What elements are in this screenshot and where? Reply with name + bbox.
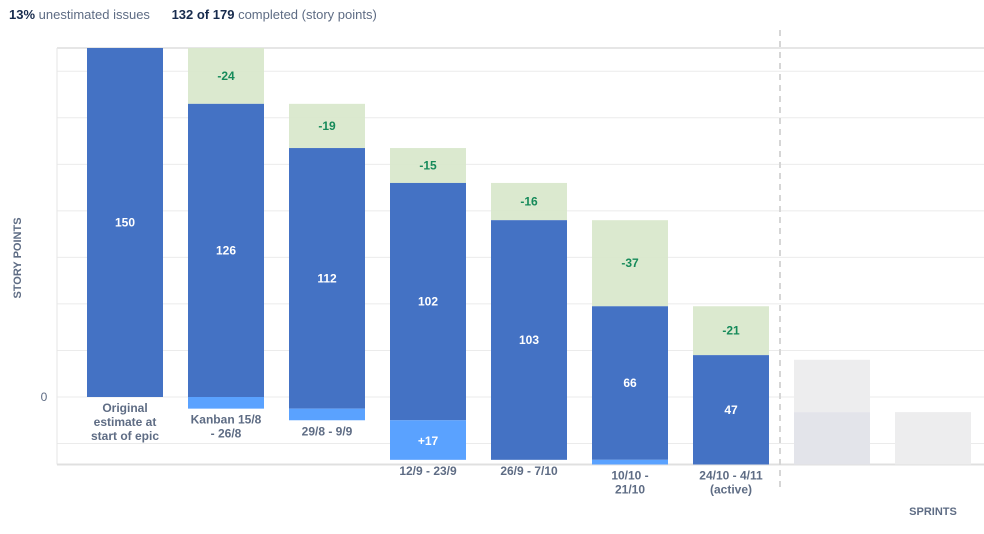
remaining-label: 47 [724,403,738,417]
added-scope-bar [592,459,668,465]
sprint-label: (active) [710,482,752,496]
completed-label: -19 [318,119,336,133]
completed-stat: 132 of 179 completed (story points) [171,7,377,22]
remaining-label: 112 [317,271,337,285]
remaining-label: 150 [115,216,135,230]
sprint-label: 24/10 - 4/11 [699,468,763,482]
sprint-label: estimate at [94,415,157,429]
completed-label: -21 [722,324,740,338]
sprint-label: 21/10 [615,482,645,496]
completed-bar [289,103,365,149]
remaining-label: 66 [623,376,637,390]
added-scope-bar [390,420,466,460]
sprint-label: 10/10 - [611,468,648,482]
sprint-label: Original [102,401,147,415]
unestimated-stat: 13% unestimated issues [9,7,150,22]
forecast-bar-remaining [794,412,870,465]
sprint-label: 12/9 - 23/9 [399,464,457,478]
remaining-bar [289,148,365,409]
sprint-label: 29/8 - 9/9 [302,424,353,438]
forecast-bar-completed [794,359,870,413]
sprint-label: Kanban 15/8 [191,413,262,427]
remaining-bar [693,355,769,465]
remaining-label: 102 [418,295,438,309]
remaining-bar [188,103,264,397]
y-axis-label: STORY POINTS [12,217,24,298]
remaining-bar [491,220,567,460]
bars [87,48,971,465]
completed-label: -37 [621,256,639,270]
remaining-bar [390,182,466,421]
added-scope-bar [188,397,264,409]
completed-bar [693,306,769,356]
completed-bar [188,48,264,104]
completed-bar [390,148,466,183]
sprint-label: - 26/8 [211,427,242,441]
y-tick-0: 0 [41,390,48,404]
forecast-bar-remaining [895,412,971,465]
remaining-label: 103 [519,333,539,347]
sprint-label: start of epic [91,429,159,443]
added-scope-label: +17 [418,434,439,448]
remaining-label: 126 [216,243,236,257]
x-axis-label: SPRINTS [909,506,957,518]
completed-label: -15 [419,158,437,172]
completed-bar [491,182,567,221]
completed-bar [592,220,668,307]
remaining-bar [592,306,668,460]
sprint-label: 26/9 - 7/10 [500,464,558,478]
completed-label: -24 [217,69,235,83]
completed-label: -16 [520,195,538,209]
remaining-bar [87,48,163,397]
added-scope-bar [289,408,365,421]
epic-summary: 13% unestimated issues 132 of 179 comple… [9,7,395,22]
